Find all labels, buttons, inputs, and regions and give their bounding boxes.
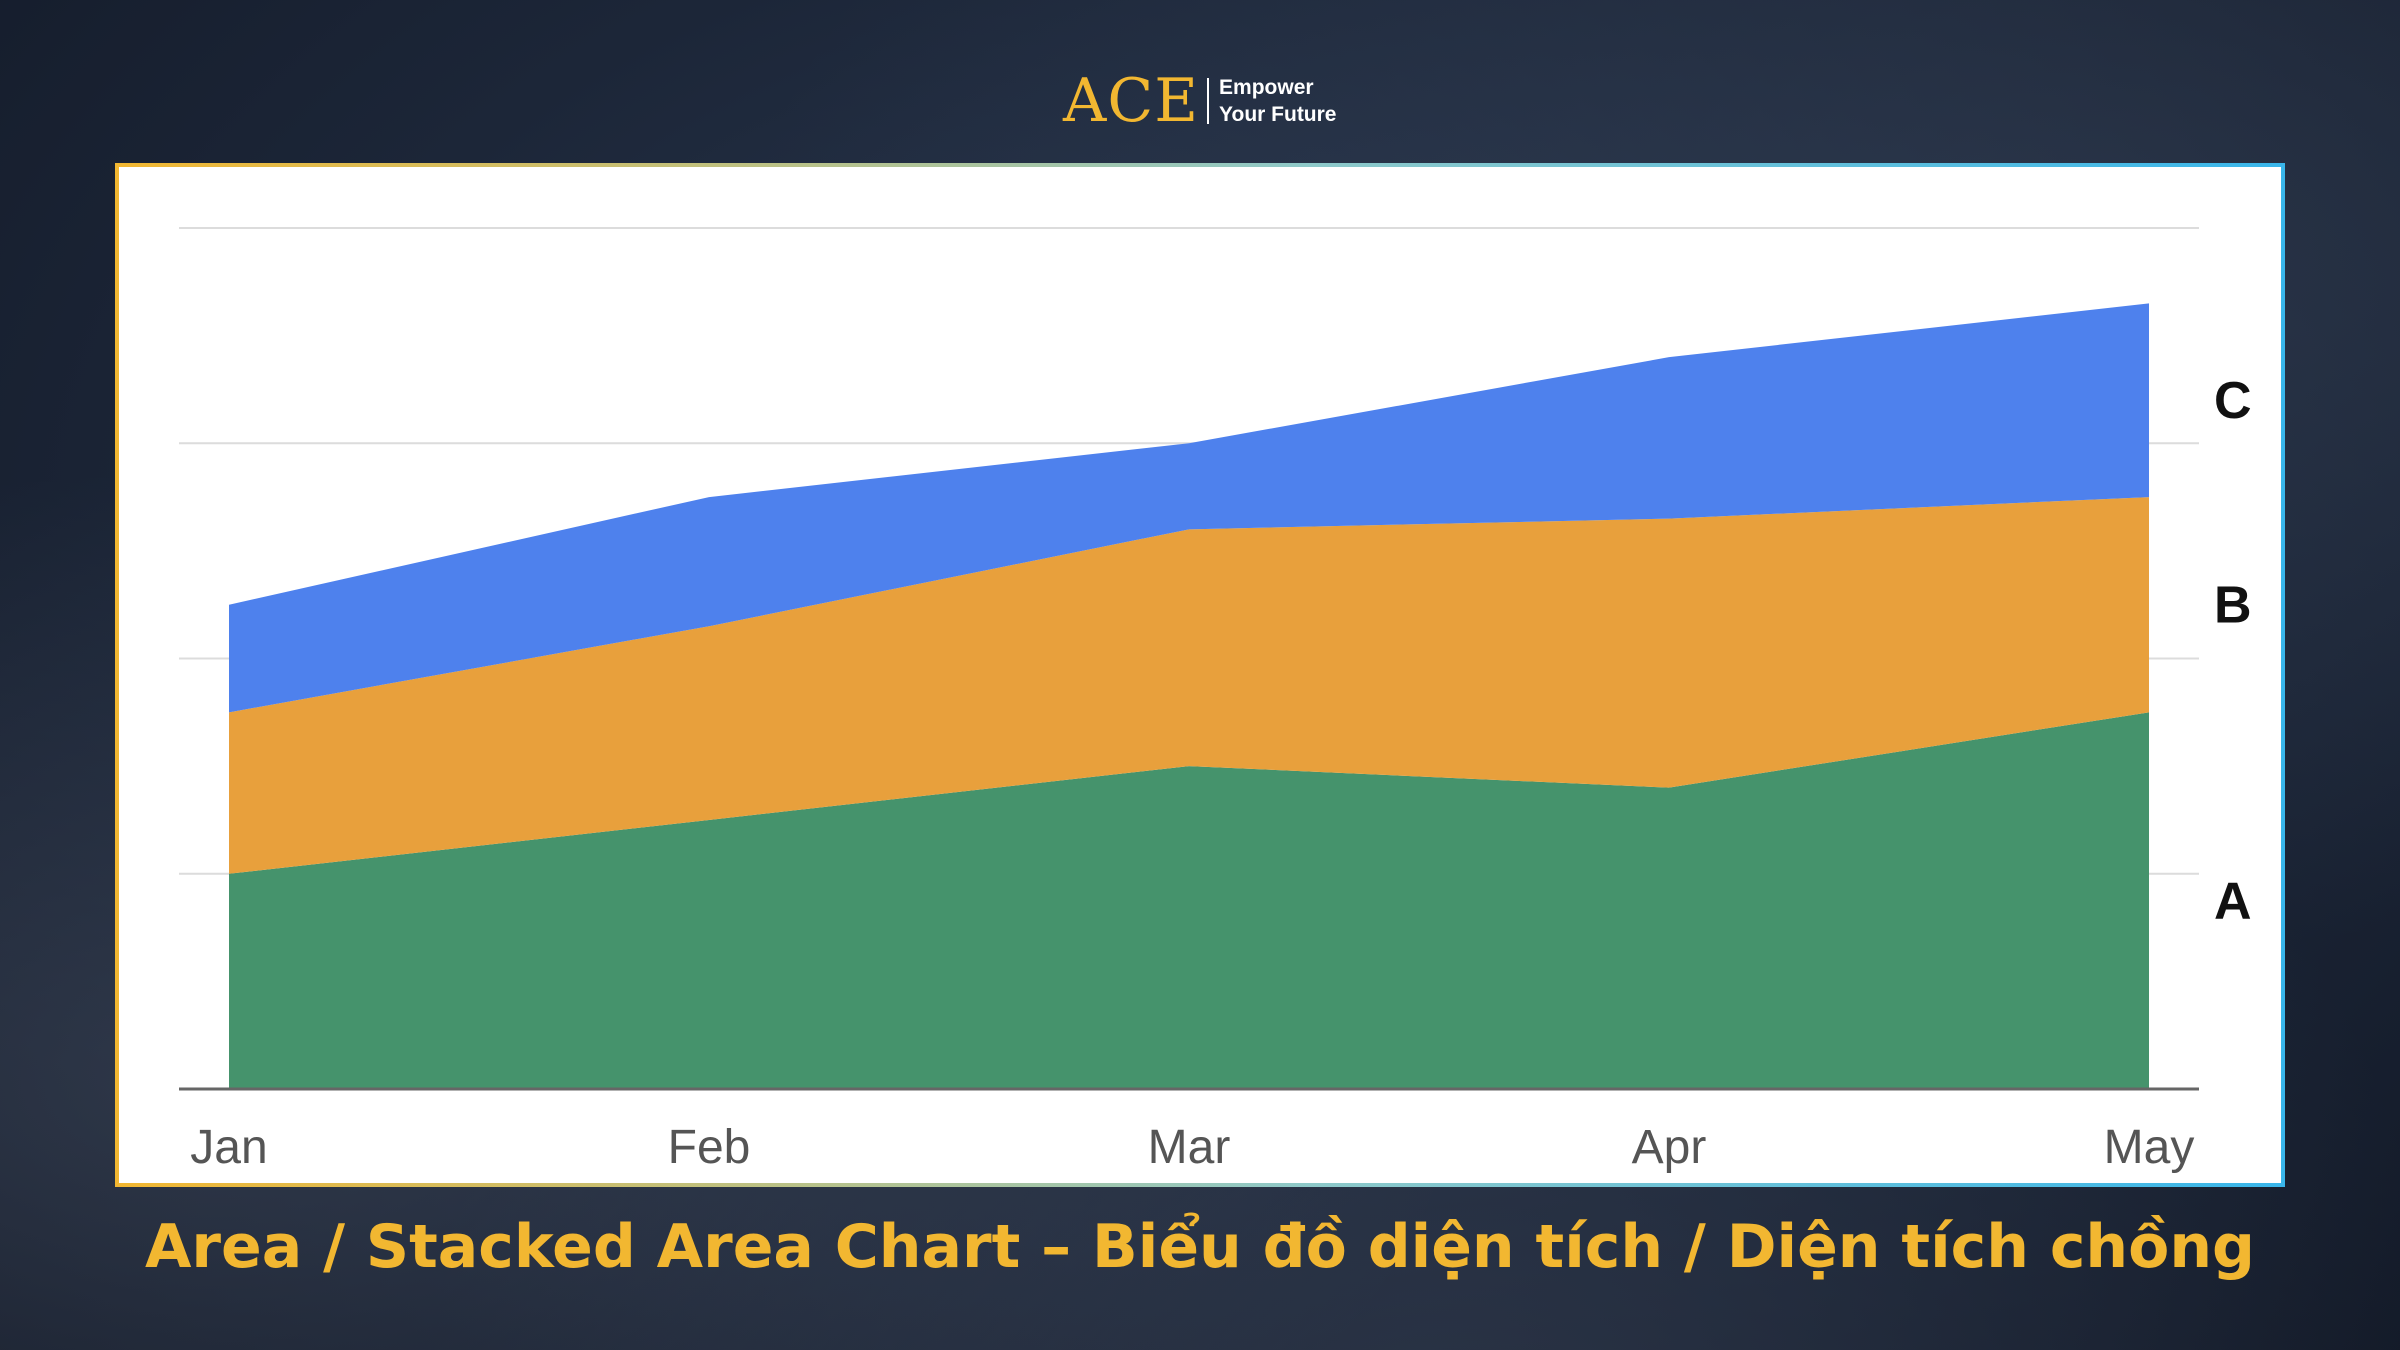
area-series-b (229, 497, 2149, 874)
logo-tagline: Empower Your Future (1219, 74, 1336, 128)
logo-mark: ACE (1063, 66, 1200, 136)
x-tick-label-feb: Feb (668, 1121, 751, 1174)
x-tick-label-may: May (2104, 1121, 2195, 1174)
x-tick-label-apr: Apr (1632, 1121, 1707, 1174)
logo-tagline-line1: Empower (1219, 76, 1314, 99)
stacked-area-chart: Jan Feb Mar Apr May A B C (179, 227, 2252, 1174)
chart-frame: Jan Feb Mar Apr May A B C (115, 163, 2285, 1187)
series-label-a: A (2214, 873, 2252, 931)
logo-tagline-line2: Your Future (1219, 103, 1337, 126)
ace-logo: ACE Empower Your Future (1063, 68, 1337, 134)
series-label-b: B (2214, 577, 2252, 635)
logo-separator (1207, 78, 1210, 124)
chart-caption: Area / Stacked Area Chart – Biểu đồ diện… (145, 1212, 2255, 1282)
chart-plot-area: Jan Feb Mar Apr May A B C (119, 167, 2281, 1183)
area-series-a (229, 712, 2149, 1089)
area-series-c (229, 303, 2149, 713)
x-tick-label-jan: Jan (190, 1121, 267, 1174)
x-tick-label-mar: Mar (1148, 1121, 1231, 1174)
series-label-c: C (2214, 372, 2252, 430)
